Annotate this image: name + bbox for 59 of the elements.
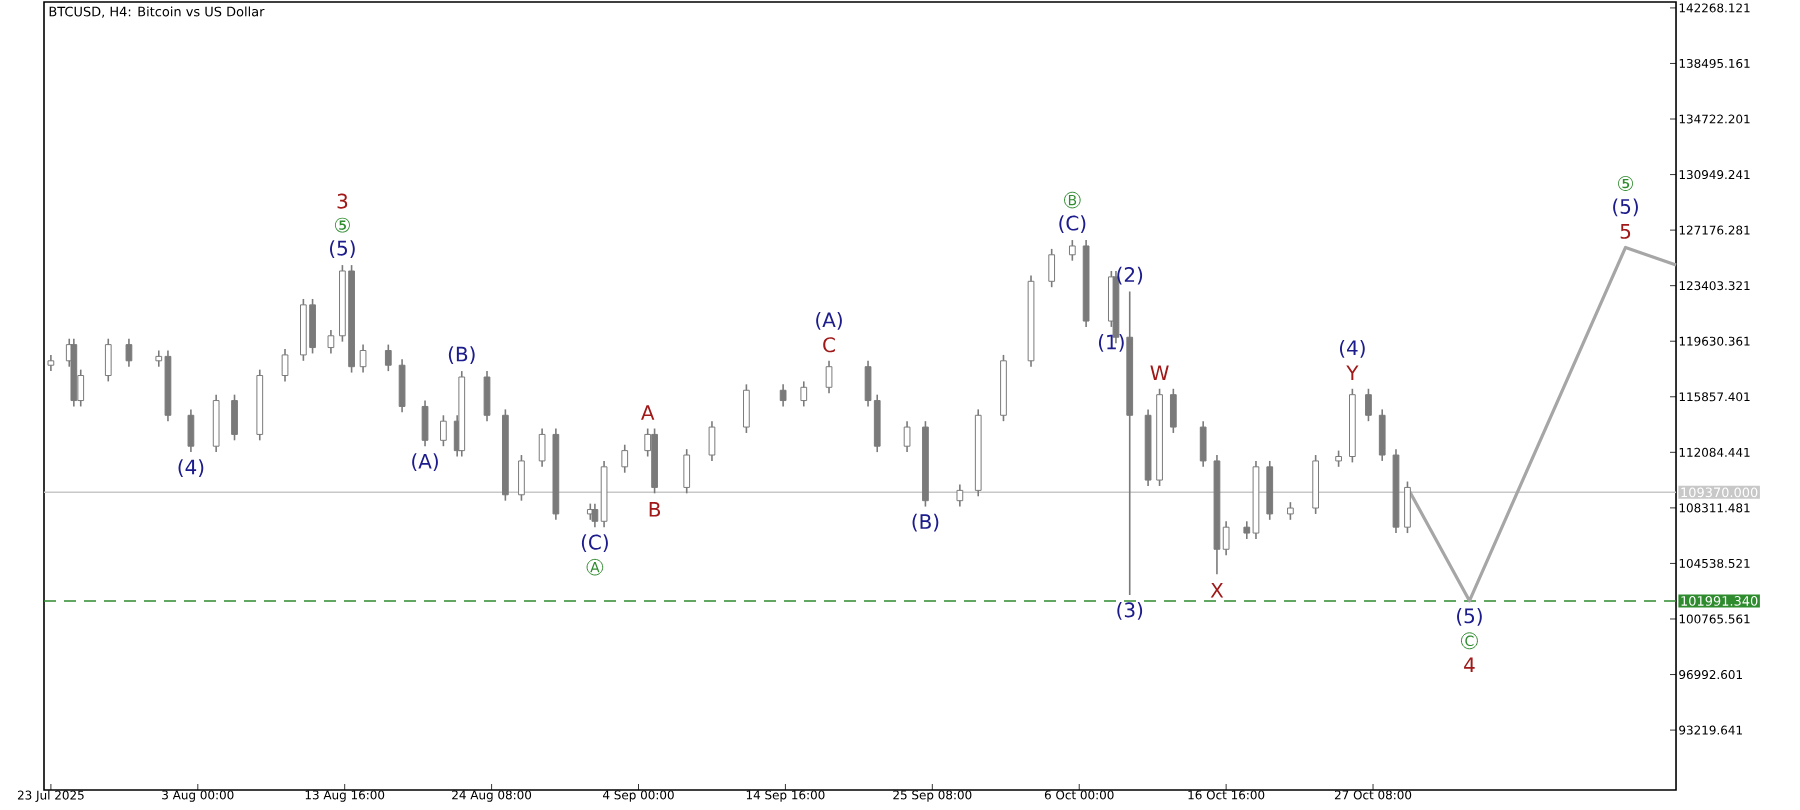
candlestick (743, 383, 750, 434)
candlestick (359, 343, 367, 374)
annotation: 4 (1464, 657, 1475, 673)
candlestick (421, 399, 429, 447)
candlestick (440, 414, 447, 447)
candlestick (518, 454, 525, 502)
candlestick (1068, 239, 1076, 262)
candlestick (1404, 480, 1411, 534)
candlestick (1048, 248, 1056, 288)
candlestick (621, 443, 629, 474)
annotation: (5) (330, 240, 355, 258)
annotation: (C) (1059, 215, 1086, 233)
annotation: (A) (816, 311, 842, 330)
annotation: (3) (1117, 602, 1143, 620)
annotation: (5) (1613, 198, 1638, 217)
candlestick (1266, 460, 1274, 521)
annotation: (B) (912, 513, 939, 532)
annotation: (1) (1098, 334, 1124, 352)
annotation: (A) (412, 453, 438, 472)
candlestick (398, 358, 406, 414)
candlestick (1312, 454, 1320, 515)
annotation: 3 (337, 193, 348, 209)
candlestick (825, 360, 833, 394)
annotation: A (641, 405, 655, 420)
annotation: (4) (178, 459, 204, 477)
candlestick (708, 420, 716, 462)
candlestick (327, 329, 335, 355)
candlestick (1365, 387, 1372, 422)
candlestick (800, 380, 808, 408)
candlestick (231, 393, 238, 442)
annotation: (C) (581, 534, 608, 553)
candlestick (125, 337, 133, 368)
candlestick (538, 427, 546, 468)
candlestick (956, 483, 964, 508)
candlestick (1169, 387, 1177, 434)
annotation: Y (1346, 365, 1359, 381)
candlestick (187, 408, 195, 453)
annotation: ⑤ (1618, 175, 1633, 191)
annotation: X (1210, 583, 1224, 598)
annotation: B (649, 502, 661, 517)
candlestick (683, 448, 691, 495)
annotation: 5 (1620, 224, 1631, 239)
annotation: (5) (1457, 607, 1482, 626)
candlestick (779, 383, 787, 408)
candlestick (384, 343, 392, 372)
candlestick (1199, 420, 1207, 468)
annotation: (2) (1117, 266, 1143, 285)
candlestick (104, 337, 112, 383)
candlestick (212, 393, 220, 453)
candlestick (903, 420, 911, 453)
line-series (1405, 245, 1678, 603)
annotation: ⑤ (334, 217, 350, 233)
candlestick (483, 370, 491, 422)
annotation: (B) (448, 346, 475, 364)
annotation: (4) (1339, 339, 1365, 358)
annotation: C (823, 337, 835, 353)
candlestick (281, 348, 289, 383)
annotation: W (1150, 365, 1169, 381)
candlestick (1378, 408, 1386, 462)
